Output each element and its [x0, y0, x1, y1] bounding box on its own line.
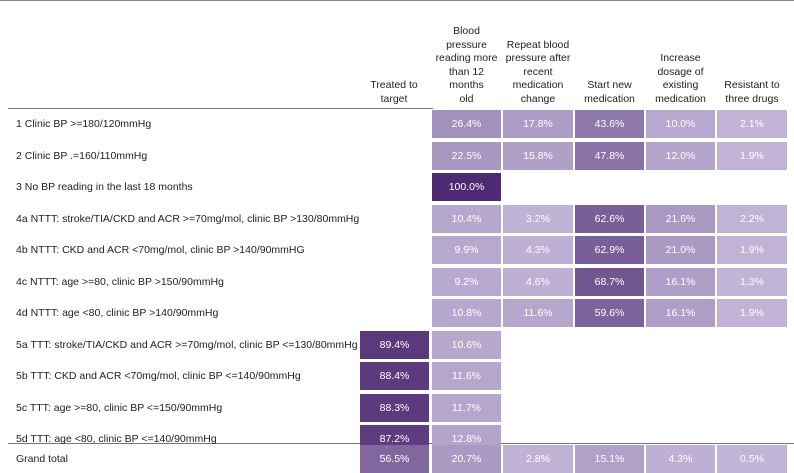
table-cell: 22.5%: [432, 142, 501, 170]
row-label: 4d NTTT: age <80, clinic BP >140/90mmHg: [16, 307, 219, 319]
table-cell: 4.6%: [503, 268, 573, 296]
table-cell: 2.1%: [717, 110, 787, 138]
table-cell: 89.4%: [360, 331, 429, 359]
table-cell: 10.8%: [432, 299, 501, 327]
grand-total-label: Grand total: [16, 453, 68, 465]
table-cell: 9.9%: [432, 236, 501, 264]
table-cell: 62.9%: [575, 236, 644, 264]
total-cell: 2.8%: [503, 445, 573, 473]
top-border: [0, 0, 794, 1]
total-cell: 15.1%: [575, 445, 644, 473]
table-cell: 43.6%: [575, 110, 644, 138]
row-label: 3 No BP reading in the last 18 months: [16, 181, 193, 193]
table-cell: 15.8%: [503, 142, 573, 170]
table-cell: 100.0%: [432, 173, 501, 201]
table-cell: 26.4%: [432, 110, 501, 138]
table-cell: 1.9%: [717, 236, 787, 264]
table-cell: 2.2%: [717, 205, 787, 233]
table-cell: 47.8%: [575, 142, 644, 170]
table-cell: 12.0%: [646, 142, 715, 170]
table-cell: 17.8%: [503, 110, 573, 138]
table-cell: 11.6%: [432, 362, 501, 390]
table-cell: 1.9%: [717, 299, 787, 327]
table-cell: 10.6%: [432, 331, 501, 359]
table-cell: 11.7%: [432, 394, 501, 422]
table-cell: 21.6%: [646, 205, 715, 233]
row-label: 5b TTT: CKD and ACR <70mg/mol, clinic BP…: [16, 370, 301, 382]
total-cell: 56.5%: [360, 445, 429, 473]
table-cell: 11.6%: [503, 299, 573, 327]
col-header-bp-reading-old: Blood pressure reading more than 12 months…: [435, 25, 498, 105]
table-cell: 10.4%: [432, 205, 501, 233]
row-label: 4c NTTT: age >=80, clinic BP >150/90mmHg: [16, 276, 224, 288]
table-cell: 1.9%: [717, 142, 787, 170]
table-cell: 3.2%: [503, 205, 573, 233]
col-header-treated-to-target: Treated to target: [370, 79, 418, 105]
total-cell: 0.5%: [717, 445, 787, 473]
total-cell: 4.3%: [646, 445, 715, 473]
table-cell: 16.1%: [646, 268, 715, 296]
row-label: 1 Clinic BP >=180/120mmHg: [16, 118, 152, 130]
table-cell: 59.6%: [575, 299, 644, 327]
table-cell: 10.0%: [646, 110, 715, 138]
total-cell: 20.7%: [432, 445, 501, 473]
col-header-start-new-medication: Start new medication: [584, 79, 635, 105]
row-label: 5d TTT: age <80, clinic BP <=140/90mmHg: [16, 433, 217, 445]
row-label: 5c TTT: age >=80, clinic BP <=150/90mmHg: [16, 402, 223, 414]
table-cell: 9.2%: [432, 268, 501, 296]
table-cell: 88.4%: [360, 362, 429, 390]
table-cell: 88.3%: [360, 394, 429, 422]
table-cell: 68.7%: [575, 268, 644, 296]
col-header-repeat-bp: Repeat blood pressure after recent medicati…: [505, 38, 571, 105]
row-label: 2 Clinic BP .=160/110mmHg: [16, 150, 148, 162]
col-header-increase-dosage: Increase dosage of existing medication: [655, 52, 706, 105]
table-cell: 62.6%: [575, 205, 644, 233]
row-label: 5a TTT: stroke/TIA/CKD and ACR >=70mg/mo…: [16, 339, 358, 351]
table-cell: 21.0%: [646, 236, 715, 264]
row-label: 4b NTTT: CKD and ACR <70mg/mol, clinic B…: [16, 244, 305, 256]
table-cell: 1.3%: [717, 268, 787, 296]
table-cell: 16.1%: [646, 299, 715, 327]
row-label: 4a NTTT: stroke/TIA/CKD and ACR >=70mg/m…: [16, 213, 360, 225]
table-cell: 4.3%: [503, 236, 573, 264]
header-rule: [8, 108, 433, 109]
col-header-resistant-three-drugs: Resistant to three drugs: [724, 79, 780, 105]
